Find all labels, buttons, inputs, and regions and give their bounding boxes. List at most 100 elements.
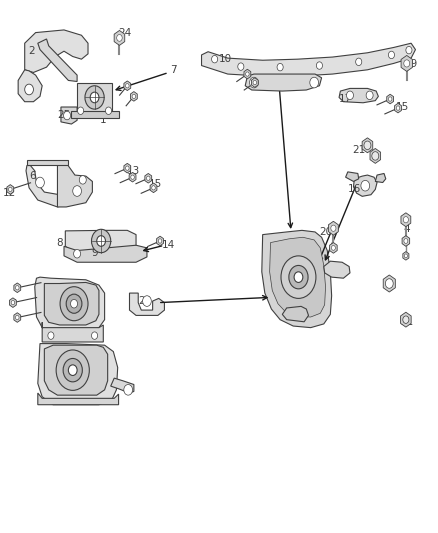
Circle shape bbox=[73, 185, 81, 196]
Circle shape bbox=[117, 35, 122, 41]
Circle shape bbox=[396, 106, 400, 110]
Polygon shape bbox=[370, 149, 381, 164]
Circle shape bbox=[404, 254, 407, 258]
Circle shape bbox=[356, 58, 362, 66]
Text: 15: 15 bbox=[149, 179, 162, 189]
Polygon shape bbox=[401, 213, 411, 227]
Circle shape bbox=[404, 60, 410, 67]
Text: 16: 16 bbox=[348, 184, 361, 195]
Text: 7: 7 bbox=[170, 65, 177, 75]
Text: 8: 8 bbox=[57, 238, 63, 247]
Circle shape bbox=[126, 166, 129, 171]
Polygon shape bbox=[362, 138, 373, 153]
Text: 14: 14 bbox=[162, 240, 175, 250]
Circle shape bbox=[386, 280, 392, 287]
Polygon shape bbox=[339, 88, 378, 103]
Circle shape bbox=[253, 80, 257, 85]
Polygon shape bbox=[61, 107, 77, 124]
Circle shape bbox=[366, 91, 373, 100]
Polygon shape bbox=[401, 55, 413, 71]
Circle shape bbox=[124, 384, 133, 395]
Text: 6: 6 bbox=[29, 171, 35, 181]
Polygon shape bbox=[157, 236, 163, 246]
Text: 21: 21 bbox=[352, 144, 365, 155]
Circle shape bbox=[106, 107, 112, 115]
Circle shape bbox=[85, 86, 104, 109]
Circle shape bbox=[79, 175, 86, 184]
Circle shape bbox=[11, 301, 15, 305]
Circle shape bbox=[389, 97, 392, 101]
Polygon shape bbox=[129, 172, 136, 182]
Text: 19: 19 bbox=[404, 60, 418, 69]
Circle shape bbox=[403, 316, 409, 324]
Polygon shape bbox=[111, 378, 134, 393]
Text: 25: 25 bbox=[57, 110, 71, 120]
Polygon shape bbox=[383, 275, 396, 292]
Circle shape bbox=[365, 142, 370, 149]
Polygon shape bbox=[27, 160, 68, 165]
Polygon shape bbox=[124, 81, 131, 91]
Polygon shape bbox=[44, 345, 108, 395]
Circle shape bbox=[97, 236, 106, 246]
Circle shape bbox=[64, 111, 71, 120]
Text: 12: 12 bbox=[3, 188, 16, 198]
Polygon shape bbox=[401, 312, 411, 327]
Circle shape bbox=[212, 55, 218, 63]
Text: 21: 21 bbox=[400, 317, 413, 327]
Circle shape bbox=[385, 279, 393, 288]
Text: 11: 11 bbox=[269, 81, 283, 91]
Circle shape bbox=[403, 316, 409, 323]
Circle shape bbox=[143, 296, 151, 306]
Polygon shape bbox=[71, 111, 119, 118]
Circle shape bbox=[289, 265, 308, 289]
Text: 23: 23 bbox=[92, 362, 106, 373]
Circle shape bbox=[373, 152, 378, 159]
Polygon shape bbox=[14, 313, 21, 322]
Polygon shape bbox=[324, 261, 350, 278]
Polygon shape bbox=[64, 245, 147, 262]
Polygon shape bbox=[114, 30, 125, 45]
Circle shape bbox=[131, 175, 134, 179]
Text: 4: 4 bbox=[403, 224, 410, 235]
Polygon shape bbox=[262, 230, 332, 328]
Polygon shape bbox=[283, 306, 308, 322]
Polygon shape bbox=[130, 293, 164, 316]
Text: 1: 1 bbox=[100, 115, 106, 125]
Circle shape bbox=[66, 294, 82, 313]
Circle shape bbox=[68, 365, 77, 375]
Circle shape bbox=[389, 51, 395, 59]
Circle shape bbox=[74, 249, 81, 258]
Polygon shape bbox=[65, 230, 136, 253]
Text: 15: 15 bbox=[396, 102, 409, 112]
Circle shape bbox=[15, 286, 19, 290]
Circle shape bbox=[310, 77, 318, 88]
Circle shape bbox=[35, 177, 44, 188]
Polygon shape bbox=[330, 243, 337, 253]
Circle shape bbox=[25, 84, 33, 95]
Polygon shape bbox=[42, 322, 103, 342]
Circle shape bbox=[56, 350, 89, 390]
Text: 13: 13 bbox=[127, 166, 141, 176]
Text: 22: 22 bbox=[138, 296, 152, 306]
Polygon shape bbox=[124, 164, 131, 173]
Polygon shape bbox=[131, 92, 137, 101]
Text: 10: 10 bbox=[219, 54, 232, 64]
Circle shape bbox=[78, 107, 84, 115]
Text: 7: 7 bbox=[10, 298, 16, 309]
Circle shape bbox=[60, 287, 88, 321]
Circle shape bbox=[294, 272, 303, 282]
Text: 2: 2 bbox=[28, 46, 35, 56]
Polygon shape bbox=[245, 74, 321, 91]
Polygon shape bbox=[403, 252, 409, 260]
Polygon shape bbox=[44, 282, 99, 325]
Circle shape bbox=[331, 225, 336, 231]
Polygon shape bbox=[57, 163, 92, 207]
Polygon shape bbox=[402, 236, 410, 246]
Circle shape bbox=[152, 185, 155, 190]
Circle shape bbox=[406, 46, 412, 54]
Polygon shape bbox=[346, 172, 359, 181]
Circle shape bbox=[238, 63, 244, 70]
Circle shape bbox=[126, 84, 129, 88]
Circle shape bbox=[92, 332, 98, 340]
Circle shape bbox=[361, 180, 370, 191]
